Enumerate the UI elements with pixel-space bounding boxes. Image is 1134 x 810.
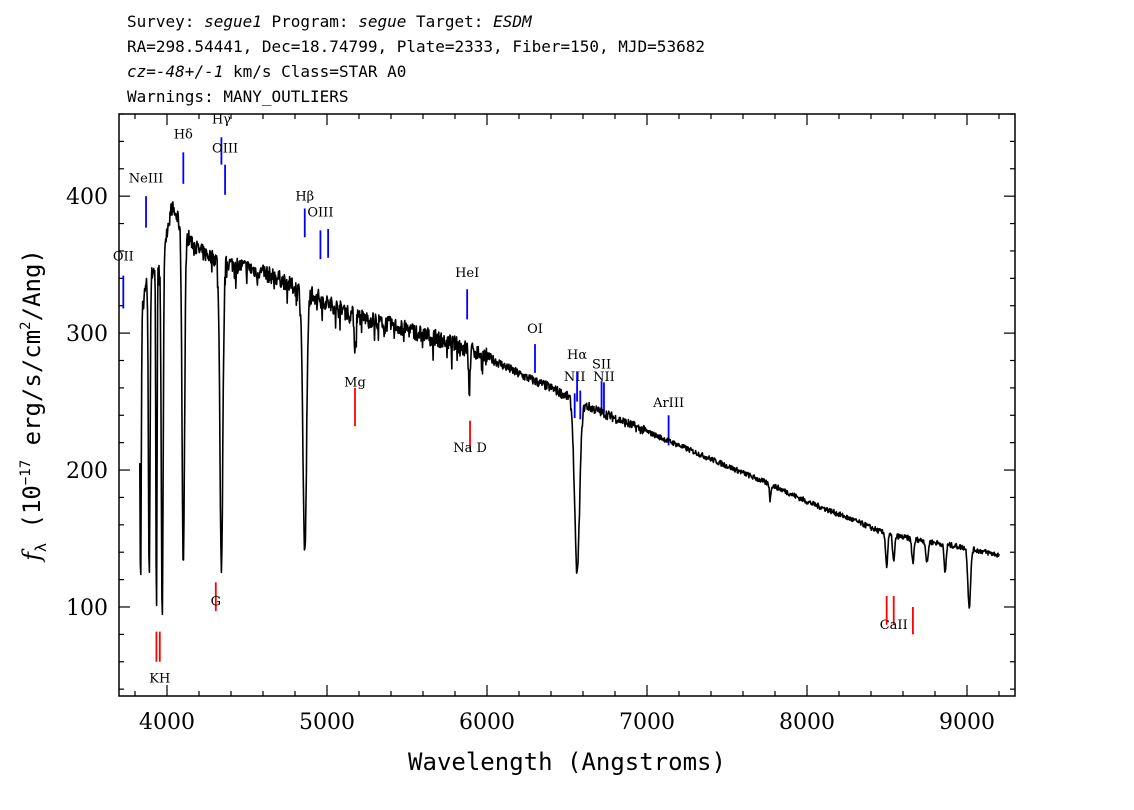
absorption-line-label: G	[211, 595, 221, 610]
x-tick-label: 5000	[299, 710, 355, 735]
emission-line-label: NII	[593, 370, 615, 385]
class-text: km/s Class=STAR A0	[223, 62, 407, 81]
program-label: Program:	[261, 12, 359, 31]
survey-label: Survey:	[127, 12, 205, 31]
y-axis-title: fλ (10−17 erg/s/cm2/Ang)	[18, 249, 50, 563]
header-line-1: Survey: segue1 Program: segue Target: ES…	[127, 12, 532, 32]
emission-line-label: OIII	[307, 206, 333, 221]
survey-value: segue1	[204, 12, 262, 31]
y-axis-exp1: −17	[18, 460, 34, 485]
emission-line-label: ArIII	[652, 396, 684, 411]
x-tick-label: 6000	[459, 710, 515, 735]
x-tick-label: 9000	[939, 710, 995, 735]
emission-line-label: SII	[592, 358, 611, 373]
header-line-2: RA=298.54441, Dec=18.74799, Plate=2333, …	[127, 37, 705, 56]
emission-line-label: OI	[527, 322, 543, 337]
y-axis-post: /Ang)	[18, 249, 46, 321]
emission-line-label: Hβ	[295, 189, 314, 204]
cz-value: -48+/-1	[155, 62, 224, 81]
emission-line-label: Hδ	[174, 128, 193, 143]
emission-line-label: Hγ	[212, 113, 231, 128]
y-axis-pre: (10	[18, 485, 46, 543]
absorption-line-label: Na D	[453, 441, 487, 456]
absorption-line-markers: KH G Mg Na D CaII	[149, 376, 914, 686]
emission-line-label: NeIII	[129, 171, 163, 186]
target-value: ESDM	[493, 12, 532, 31]
axis-ticks	[119, 113, 1015, 696]
cz-label: cz=	[127, 62, 156, 81]
plot-frame	[118, 113, 1016, 697]
absorption-line-label: Mg	[344, 376, 366, 391]
y-axis-exp2: 2	[18, 321, 34, 329]
emission-line-label: Hα	[567, 348, 587, 363]
emission-line-label: OIII	[212, 141, 238, 156]
absorption-line-label: CaII	[880, 618, 908, 633]
y-tick-label: 300	[66, 322, 108, 347]
header-line-3: cz=-48+/-1 km/s Class=STAR A0	[127, 62, 406, 82]
spectrum-line	[139, 201, 1000, 616]
axis-tick-labels: 4000 5000 6000 7000 8000 9000 100 200 300 400	[66, 185, 995, 735]
x-tick-label: 4000	[139, 710, 195, 735]
x-tick-label: 8000	[779, 710, 835, 735]
emission-line-label: NII	[564, 370, 586, 385]
absorption-line-label: KH	[149, 671, 170, 686]
y-tick-label: 100	[66, 596, 108, 621]
target-label: Target:	[406, 12, 494, 31]
header-line-4: Warnings: MANY_OUTLIERS	[127, 87, 349, 106]
y-tick-label: 200	[66, 459, 108, 484]
x-axis-title: Wavelength (Angstroms)	[408, 748, 726, 776]
emission-line-label: HeI	[455, 266, 479, 281]
emission-line-markers: OIINeIIIHδHγOIIIHβOIIIHeIOINIIHαSIINIIAr…	[113, 113, 684, 446]
x-tick-label: 7000	[619, 710, 675, 735]
emission-line-label: OII	[113, 250, 134, 265]
y-axis-sub: λ	[32, 543, 50, 552]
y-tick-label: 400	[66, 185, 108, 210]
program-value: segue	[358, 12, 407, 31]
y-axis-mid: erg/s/cm	[18, 330, 46, 460]
